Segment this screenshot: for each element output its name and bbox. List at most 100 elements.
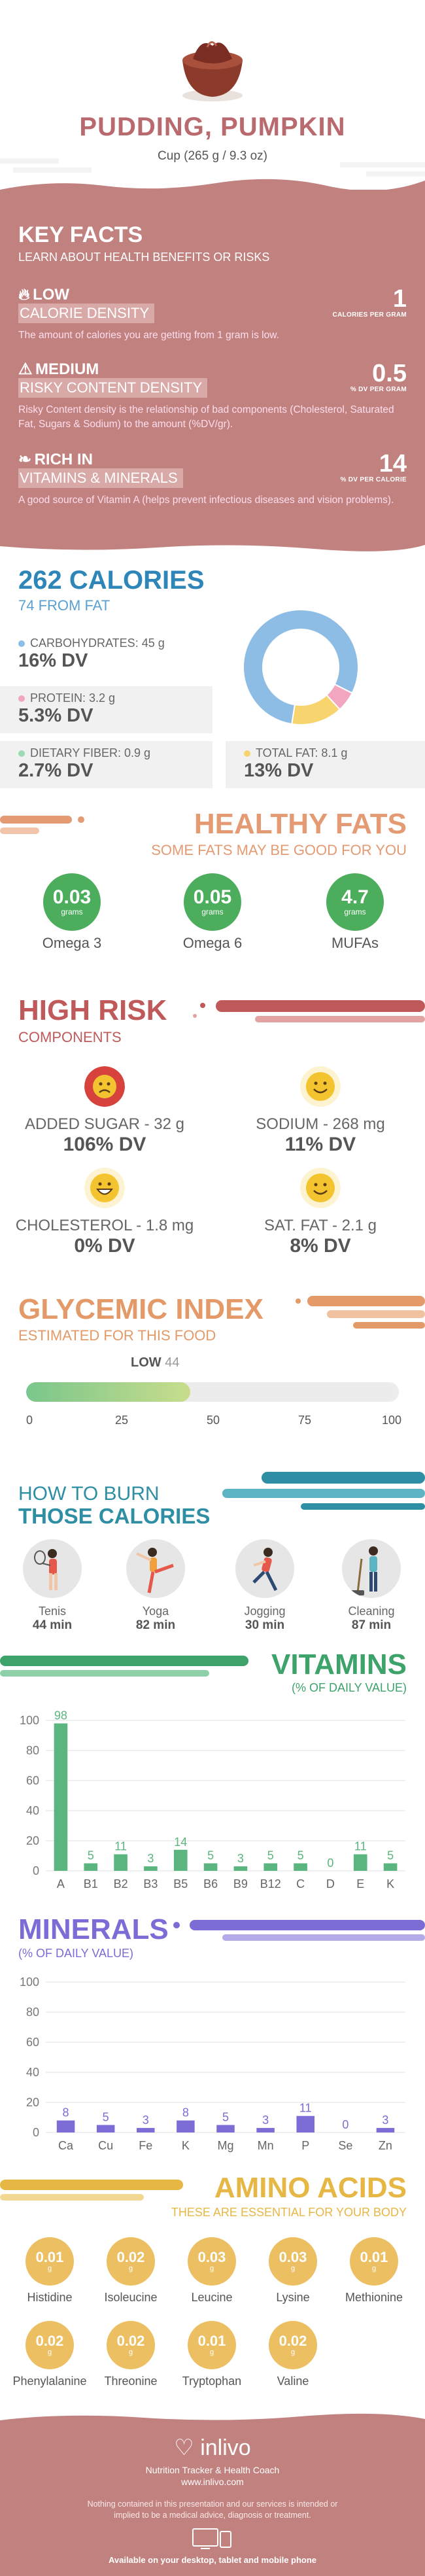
section-subtitle: THESE ARE ESSENTIAL FOR YOUR BODY [171, 2206, 407, 2219]
amino-bubble: 0.03 g [188, 2237, 236, 2286]
bar-value-label: 0 [327, 1856, 333, 1870]
vitamins-bar-chart: 0 20 40 60 80 100 98 A 5 B1 11 B2 3 B3 14 B5 5 B6 3 B9 5 B12 5… [20, 1709, 405, 1890]
footer-tagline: Nutrition Tracker & Health Coach [145, 2465, 280, 2475]
bar-value-label: 8 [182, 2106, 189, 2119]
fact-unit: % DV PER GRAM [350, 386, 407, 393]
heart-icon: ♡ [174, 2435, 194, 2460]
amino-isoleucine: 0.02 g Isoleucine [90, 2237, 171, 2305]
bar-value-label: 11 [299, 2102, 312, 2115]
bar [173, 1849, 188, 1871]
fact-label: RISKY CONTENT DENSITY [18, 378, 208, 398]
activity-name: Tenis [38, 1605, 67, 1618]
bar-value-label: 98 [54, 1709, 67, 1722]
devices-icon [192, 2528, 231, 2549]
fat-mufas: 4.7 grams MUFAs [306, 873, 404, 952]
wave-divider [0, 2413, 425, 2424]
macro-carbohydrates: CARBOHYDRATES: 45 g 16% DV [0, 631, 212, 678]
activity-jogging: Jogging 30 min [216, 1539, 314, 1633]
fat-value: 0.03 [52, 886, 92, 908]
legend-dot [18, 750, 25, 757]
amino-lysine: 0.03 g Lysine [252, 2237, 333, 2305]
wave-divider [0, 545, 425, 553]
bar [264, 1863, 278, 1871]
macro-total-fat: TOTAL FAT: 8.1 g 13% DV [226, 741, 425, 788]
x-tick-label: Cu [98, 2139, 113, 2152]
amino-bubble: 0.03 g [269, 2237, 317, 2286]
amino-value: 0.01 [360, 2249, 388, 2265]
amino-unit: g [209, 2265, 214, 2272]
risk-dv: 106% DV [63, 1134, 146, 1155]
amino-bubble: 0.01 g [350, 2237, 398, 2286]
donut-slice-fat [291, 694, 341, 725]
fat-unit: grams [201, 907, 224, 916]
activity-minutes: 87 min [351, 1618, 392, 1632]
burn-calories-section: HOW TO BURN THOSE CALORIES Tenis 44 min … [0, 1462, 425, 1658]
high-risk-section: HIGH RISK COMPONENTS ADDED SUGAR - 32 g … [0, 965, 425, 1266]
section-subtitle: (% OF DAILY VALUE) [291, 1681, 407, 1694]
decorative-stripes [173, 1920, 425, 1941]
amino-value: 0.03 [197, 2249, 226, 2265]
decorative-stripes [193, 1000, 425, 1022]
amino-name: Leucine [191, 2291, 233, 2304]
x-tick-label: E [356, 1877, 364, 1890]
footer-url[interactable]: www.inlivo.com [181, 2477, 244, 2487]
risk-dv: 8% DV [290, 1235, 351, 1257]
calories-section: 262 CALORIES 74 FROM FAT CARBOHYDRATES: … [0, 553, 425, 808]
fact-level: RICH IN [34, 451, 93, 468]
bar-value-label: 5 [298, 1849, 304, 1862]
fact-level: LOW [33, 286, 70, 304]
x-tick-label: Mg [217, 2139, 233, 2152]
fat-name: Omega 3 [42, 935, 102, 951]
amino-bubble: 0.02 g [107, 2237, 155, 2286]
amino-unit: g [290, 2348, 296, 2356]
key-facts-section: KEY FACTS LEARN ABOUT HEALTH BENEFITS OR… [0, 190, 425, 553]
amino-unit: g [128, 2265, 133, 2272]
bar-value-label: 14 [174, 1836, 187, 1849]
amino-tryptophan: 0.01 g Tryptophan [171, 2321, 252, 2388]
smiley-icon [300, 1066, 341, 1107]
footer-brand[interactable]: ♡ inlivo [0, 2435, 425, 2461]
grin-icon [84, 1168, 125, 1208]
bar [96, 2125, 115, 2132]
x-tick-label: Zn [379, 2139, 392, 2152]
jogging-icon [235, 1539, 294, 1598]
x-tick-label: Mn [258, 2139, 274, 2152]
cleaning-icon [342, 1539, 401, 1598]
fact-value: 0.5 [372, 360, 407, 387]
glycemic-index-section: GLYCEMIC INDEX ESTIMATED FOR THIS FOOD L… [0, 1266, 425, 1462]
y-tick-label: 40 [26, 2066, 39, 2079]
bar [84, 1863, 98, 1871]
x-tick-label: A [57, 1877, 65, 1890]
decorative-stripes [0, 158, 425, 177]
macro-protein: PROTEIN: 3.2 g 5.3% DV [0, 686, 212, 733]
scale-tick: 100 [382, 1414, 402, 1427]
amino-bubble: 0.02 g [107, 2321, 155, 2369]
y-tick-label: 60 [26, 1774, 39, 1787]
activity-name: Yoga [142, 1605, 169, 1618]
amino-name: Threonine [104, 2375, 158, 2388]
fat-bubble: 0.03 grams [43, 873, 101, 931]
decorative-stripes [0, 816, 84, 834]
amino-methionine: 0.01 g Methionine [333, 2237, 415, 2305]
fact-unit: CALORIES PER GRAM [332, 311, 407, 319]
wave-divider [0, 179, 425, 191]
amino-threonine: 0.02 g Threonine [90, 2321, 171, 2388]
x-tick-label: P [301, 2139, 309, 2152]
risk-sat-fat: SAT. FAT - 2.1 g 8% DV [222, 1168, 418, 1257]
activity-tennis: Tenis 44 min [3, 1539, 101, 1633]
amino-name: Methionine [345, 2291, 403, 2304]
fact-unit: % DV PER CALORIE [340, 476, 407, 483]
bar-value-label: 8 [63, 2106, 69, 2119]
amino-name: Valine [277, 2375, 309, 2388]
activity-yoga: Yoga 82 min [107, 1539, 205, 1633]
warning-icon: ⚠︎ [18, 360, 33, 378]
amino-value: 0.03 [279, 2249, 307, 2265]
fat-name: MUFAs [331, 935, 379, 951]
fat-bubble: 0.05 grams [184, 873, 241, 931]
activity-minutes: 30 min [245, 1618, 285, 1632]
risk-sodium: SODIUM - 268 mg 11% DV [222, 1066, 418, 1156]
x-tick-label: B5 [173, 1877, 188, 1890]
section-subtitle: (% OF DAILY VALUE) [18, 1947, 134, 1960]
scale-tick: 50 [207, 1414, 220, 1427]
macro-fiber: DIETARY FIBER: 0.9 g 2.7% DV [0, 741, 212, 788]
